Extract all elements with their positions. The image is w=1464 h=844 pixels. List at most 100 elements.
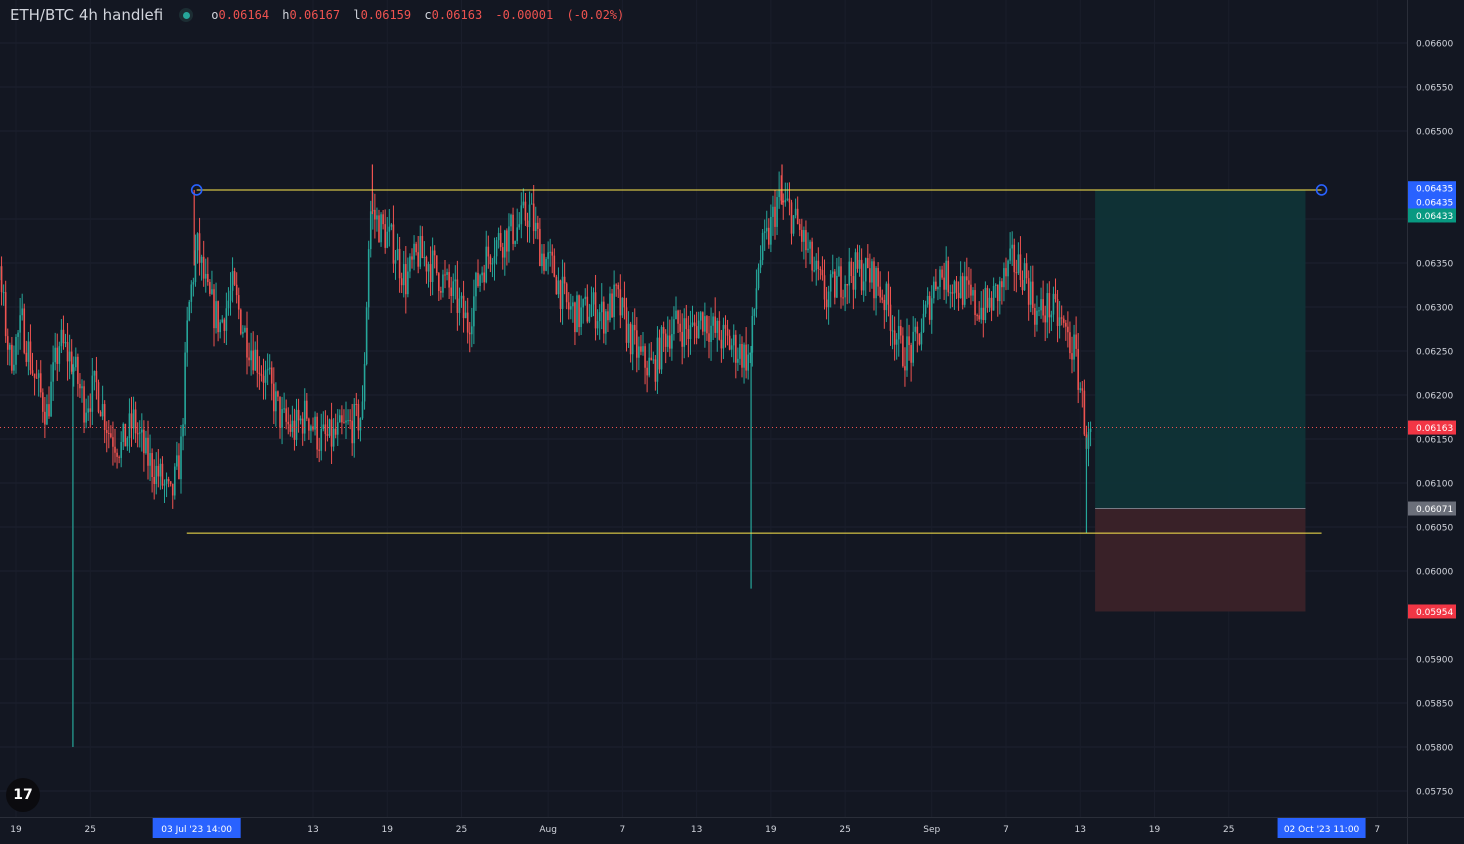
candle-up <box>827 291 830 308</box>
candle-down <box>677 310 679 324</box>
candle-down <box>904 366 906 371</box>
candle-up <box>732 334 735 346</box>
candle-up <box>369 211 372 250</box>
candle-up <box>454 279 457 282</box>
candle-up <box>638 346 640 358</box>
candle-up <box>972 290 974 296</box>
candle-down <box>341 415 343 423</box>
candle-up <box>310 426 312 431</box>
candle-up <box>15 336 17 365</box>
candle-up <box>242 331 244 334</box>
candle-down <box>31 370 34 374</box>
candle-down <box>1077 348 1079 390</box>
candle-down <box>916 326 919 334</box>
candle-down <box>207 273 209 283</box>
candle-down <box>237 295 240 310</box>
candle-up <box>763 231 766 233</box>
candle-down <box>559 280 562 309</box>
candle-down <box>97 382 100 412</box>
candle-down <box>153 477 155 485</box>
market-status-icon[interactable] <box>179 8 194 22</box>
candle-down <box>178 455 180 480</box>
low-value: 0.06159 <box>360 8 412 22</box>
candle-down <box>70 351 73 372</box>
candle-up <box>93 370 96 376</box>
candle-down <box>646 367 648 376</box>
candle-up <box>27 341 30 362</box>
candle-up <box>1011 244 1013 249</box>
candle-up <box>227 300 230 309</box>
candle-down <box>83 386 85 423</box>
x-axis-ticks: 19 25 13 19 25 Aug 7 13 19 25 Sep 7 13 19 25 7 03 Jul '2… <box>10 818 1380 838</box>
candle-up <box>770 216 772 245</box>
candle-down <box>1069 332 1071 354</box>
candle-up <box>320 428 323 451</box>
candle-up <box>1052 293 1055 315</box>
candle-down <box>95 370 98 383</box>
candle-up <box>17 332 19 337</box>
candle-up <box>858 259 861 269</box>
drawing-overlays[interactable] <box>0 184 1407 534</box>
symbol-legend[interactable]: ETH/BTC 4h handlefi o0.06164 h0.06167 l0… <box>10 5 630 25</box>
candle-up <box>479 275 481 287</box>
candle-down <box>105 430 108 434</box>
candle-up <box>528 204 531 228</box>
candle-down <box>33 373 36 378</box>
candle-up <box>912 331 914 363</box>
candle-up <box>939 269 941 288</box>
candle-down <box>578 295 580 328</box>
candle-up <box>994 284 997 286</box>
candle-up <box>225 308 228 331</box>
candle-up <box>697 320 700 339</box>
candle-down <box>745 344 747 371</box>
x-tick-label: 19 <box>1149 825 1161 835</box>
candle-down <box>499 233 502 248</box>
close-label: c <box>424 8 432 22</box>
candle-up <box>194 250 197 283</box>
candle-down <box>42 392 44 412</box>
candle-down <box>1062 318 1065 323</box>
candle-down <box>421 236 424 258</box>
candle-down <box>415 243 417 253</box>
candle-down <box>136 433 139 435</box>
candle-down <box>900 326 902 336</box>
candle-up <box>266 369 269 371</box>
candle-up <box>200 256 203 263</box>
candle-up <box>660 327 663 370</box>
candle-up <box>751 315 754 353</box>
candle-up <box>949 292 952 294</box>
x-tick-label: 25 <box>85 825 96 835</box>
candle-up <box>722 324 725 349</box>
candle-up <box>829 274 832 292</box>
candle-down <box>941 269 943 278</box>
position-zones[interactable] <box>1095 189 1306 612</box>
x-tick-label: 13 <box>691 825 702 835</box>
candle-up <box>699 312 702 321</box>
candle-down <box>512 214 514 244</box>
candle-up <box>184 352 186 425</box>
candle-down <box>796 208 799 225</box>
tradingview-logo-icon[interactable]: 17 <box>6 778 40 812</box>
candle-down <box>947 260 950 293</box>
candle-up <box>359 418 362 431</box>
candle-up <box>656 337 659 382</box>
candle-up <box>937 287 939 290</box>
candle-up <box>87 408 89 413</box>
candle-down <box>489 256 492 265</box>
range-anchor-right-icon <box>1315 184 1328 196</box>
candle-up <box>621 297 624 316</box>
candle-up <box>992 285 995 311</box>
candle-up <box>159 463 162 477</box>
candle-up <box>584 296 587 300</box>
symbol-title[interactable]: ETH/BTC 4h handlefi <box>10 6 163 24</box>
candle-down <box>118 456 120 458</box>
candle-up <box>402 264 405 286</box>
candle-down <box>1032 281 1034 308</box>
candle-up <box>895 339 898 345</box>
candle-down <box>1013 244 1016 273</box>
candle-up <box>933 281 935 299</box>
candle-down <box>741 343 743 368</box>
candle-down <box>788 198 791 203</box>
